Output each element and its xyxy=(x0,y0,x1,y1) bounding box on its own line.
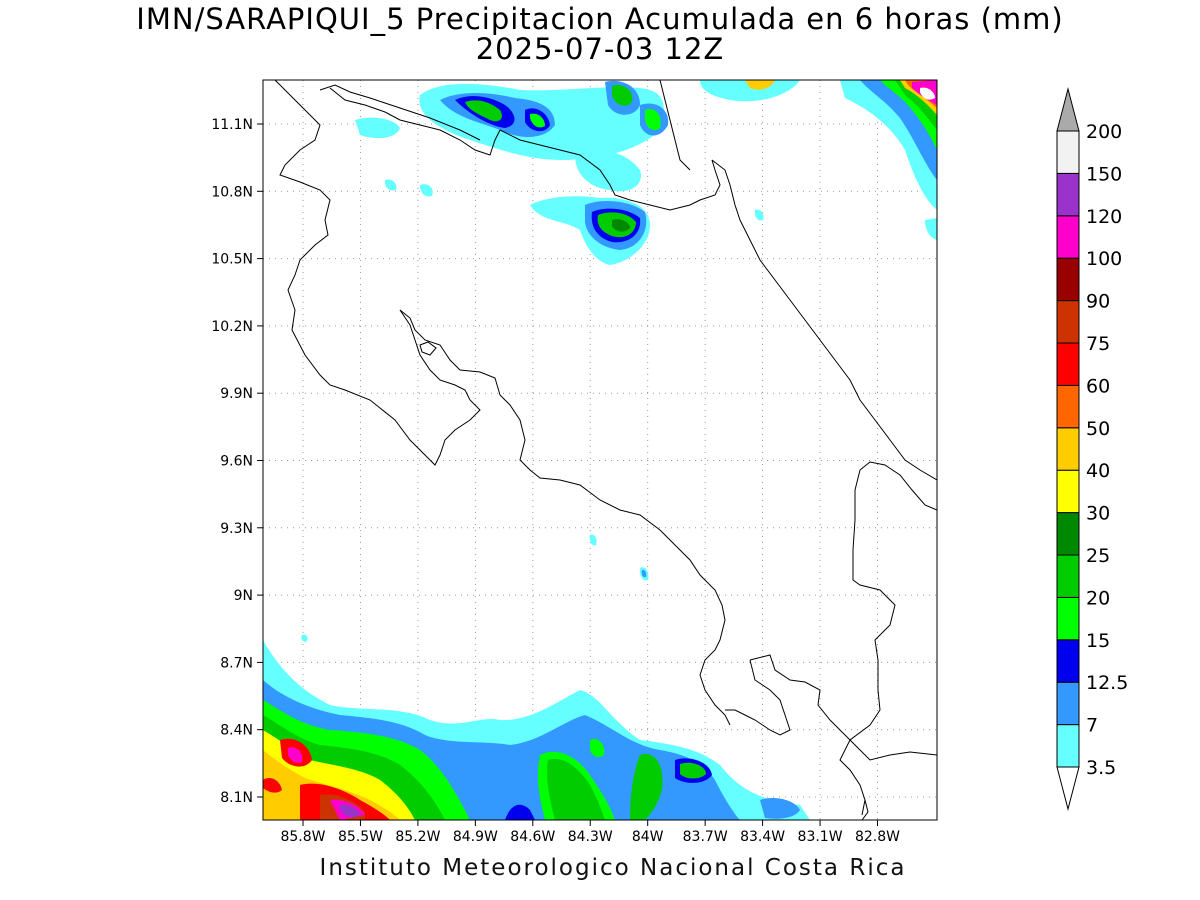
lat-tick-label: 8.4N xyxy=(220,723,253,739)
longitude-labels: 85.8W 85.5W 85.2W 84.9W 84.6W 84.3W 84W 83.7W 83… xyxy=(280,829,900,845)
lat-tick-label: 10.5N xyxy=(211,252,253,268)
colorbar-level-label: 100 xyxy=(1086,248,1122,270)
colorbar-level-label: 120 xyxy=(1086,206,1122,228)
colorbar-bottom-arrow xyxy=(1056,766,1080,811)
colorbar-swatch xyxy=(1056,215,1080,259)
colorbar-swatch xyxy=(1056,724,1080,768)
colorbar-swatch xyxy=(1056,596,1080,641)
map-date: 2025-07-03 12Z xyxy=(475,32,725,66)
map-frame xyxy=(262,79,938,821)
colorbar-level-label: 150 xyxy=(1086,163,1122,185)
colorbar-swatch xyxy=(1056,257,1080,302)
colorbar-level-label: 3.5 xyxy=(1086,757,1116,779)
lat-tick-label: 9.9N xyxy=(220,386,253,402)
colorbar-swatch xyxy=(1056,384,1080,429)
colorbar-level-label: 15 xyxy=(1086,630,1110,652)
precipitation-field xyxy=(263,80,937,820)
colorbar-level-label: 12.5 xyxy=(1086,672,1128,694)
colorbar-swatch xyxy=(1056,469,1080,514)
latitude-labels: 11.1N 10.8N 10.5N 10.2N 9.9N 9.6N 9.3N 9N 8.7N 8.… xyxy=(211,117,253,806)
colorbar-top-arrow xyxy=(1056,87,1080,132)
colorbar-swatch xyxy=(1056,639,1080,683)
lat-tick-label: 9.6N xyxy=(220,454,253,470)
lat-tick-label: 10.2N xyxy=(211,319,253,335)
colorbar-swatch xyxy=(1056,512,1080,556)
colorbar-level-label: 25 xyxy=(1086,545,1110,567)
colorbar-swatch xyxy=(1056,172,1080,217)
colorbar-swatch xyxy=(1056,130,1080,174)
lon-tick-label: 84W xyxy=(632,829,664,845)
colorbar-level-label: 200 xyxy=(1086,121,1122,143)
institution-credit: Instituto Meteorologico Nacional Costa R… xyxy=(319,855,907,881)
lon-tick-label: 83.1W xyxy=(798,829,843,845)
lon-tick-label: 82.8W xyxy=(855,829,900,845)
colorbar-level-label: 50 xyxy=(1086,418,1110,440)
colorbar-swatch xyxy=(1056,342,1080,386)
colorbar-level-label: 75 xyxy=(1086,333,1110,355)
colorbar-swatch xyxy=(1056,427,1080,471)
colorbar-level-label: 60 xyxy=(1086,375,1110,397)
lon-tick-label: 84.9W xyxy=(453,829,498,845)
colorbar-swatch xyxy=(1056,554,1080,598)
colorbar-level-label: 30 xyxy=(1086,503,1110,525)
colorbar-level-label: 40 xyxy=(1086,460,1110,482)
colorbar-swatch xyxy=(1056,300,1080,344)
colorbar-swatch xyxy=(1056,681,1080,726)
map-title: IMN/SARAPIQUI_5 Precipitacion Acumulada … xyxy=(136,2,1064,36)
colorbar-level-label: 90 xyxy=(1086,291,1110,313)
lon-tick-label: 85.8W xyxy=(280,829,325,845)
lat-tick-label: 9.3N xyxy=(220,521,253,537)
lon-tick-label: 84.3W xyxy=(568,829,613,845)
lat-tick-label: 8.1N xyxy=(220,790,253,806)
lat-tick-label: 9N xyxy=(234,588,253,604)
colorbar-level-label: 20 xyxy=(1086,587,1110,609)
lon-tick-label: 85.2W xyxy=(395,829,440,845)
lat-tick-label: 8.7N xyxy=(220,655,253,671)
colorbar-level-label: 7 xyxy=(1086,715,1098,737)
coastlines xyxy=(274,80,937,820)
lat-tick-label: 11.1N xyxy=(211,117,253,133)
lon-tick-label: 83.7W xyxy=(683,829,728,845)
lon-tick-label: 85.5W xyxy=(338,829,383,845)
colorbar: 3.5 7 12.5 15 20 25 30 40 50 60 75 90 100 120 150 200 xyxy=(1056,87,1128,811)
lon-tick-label: 84.6W xyxy=(510,829,555,845)
lon-tick-label: 83.4W xyxy=(740,829,785,845)
lat-tick-label: 10.8N xyxy=(211,184,253,200)
